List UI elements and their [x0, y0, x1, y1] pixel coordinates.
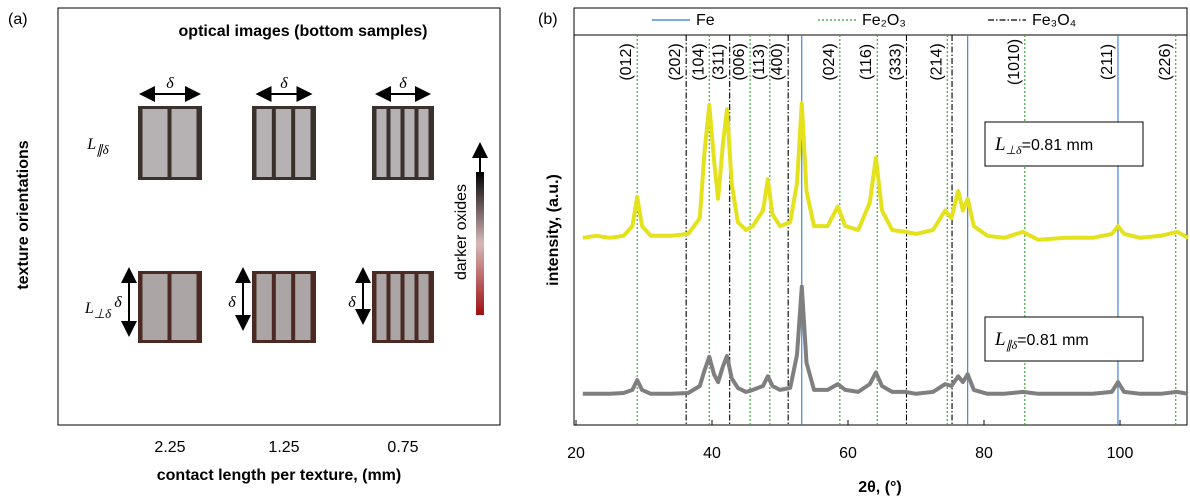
annotation-box	[984, 316, 1144, 362]
reference-label: (116)	[858, 44, 875, 80]
x-tick-label: 0.75	[387, 439, 418, 456]
y-axis-label: texture orientations	[15, 140, 32, 289]
row-subscript: ⊥δ	[94, 306, 112, 321]
panel-a: (a) optical images (bottom samples) textur…	[8, 11, 470, 484]
annotation-box	[984, 121, 1144, 167]
texture-stripe	[376, 274, 387, 340]
panel-label: (b)	[538, 11, 558, 28]
row-symbol: L	[86, 136, 96, 153]
x-tick-label: 1.25	[268, 439, 299, 456]
texture-stripe	[171, 109, 197, 177]
texture-stripe	[376, 109, 387, 177]
reference-label: (311)	[711, 44, 728, 80]
legend-label: Fe₂O₃	[862, 12, 906, 29]
texture-stripe	[142, 274, 168, 340]
panel-b-frame	[573, 7, 1188, 426]
annotation: L∥δ=0.81 mm	[994, 329, 1089, 352]
panel-b: (b) 2θ, (°) intensity, (a.u.) 20 40 60 80 100 Fe…	[538, 11, 1189, 496]
annotation-subscript: ∥δ	[1006, 338, 1018, 352]
reference-label: (113)	[751, 44, 768, 80]
reference-label: (006)	[731, 43, 748, 80]
delta-label: δ	[114, 294, 122, 311]
reference-label: (211)	[1099, 44, 1116, 80]
delta-label: δ	[280, 75, 288, 92]
reference-label: (202)	[667, 43, 684, 80]
reference-label: (333)	[887, 43, 904, 80]
delta-label: δ	[348, 294, 356, 311]
spectrum-line	[582, 101, 1189, 242]
panel-a-frame	[57, 7, 501, 426]
y-axis-label: intensity, (a.u.)	[545, 174, 562, 286]
x-tick-label: 40	[703, 445, 721, 462]
texture-stripe	[390, 274, 401, 340]
texture-stripe	[275, 109, 292, 177]
texture-stripe	[418, 274, 429, 340]
colorbar	[476, 172, 484, 315]
texture-stripe	[404, 274, 415, 340]
reference-label: (1010)	[1006, 39, 1023, 85]
reference-label: (214)	[928, 43, 945, 80]
delta-label: δ	[399, 75, 407, 92]
x-tick-label: 60	[839, 445, 857, 462]
colorbar-label: darker oxides	[453, 184, 470, 280]
x-axis-label: contact length per texture, (mm)	[157, 467, 401, 484]
panel-label: (a)	[8, 11, 28, 28]
texture-stripe	[256, 109, 272, 177]
reference-label: (226)	[1157, 43, 1174, 80]
annotation-symbol: L	[994, 329, 1006, 350]
row-symbol: L	[84, 300, 94, 317]
texture-stripe	[404, 109, 415, 177]
x-tick-label: 2.25	[154, 439, 185, 456]
panel-title: optical images (bottom samples)	[179, 23, 428, 40]
texture-stripe	[418, 109, 429, 177]
reference-label: (012)	[618, 43, 635, 80]
reference-label: (400)	[769, 43, 786, 80]
row-subscript: ∥δ	[96, 142, 110, 157]
row-label: L∥δ	[86, 136, 109, 157]
x-tick-label: 20	[567, 445, 585, 462]
delta-label: δ	[166, 75, 174, 92]
x-axis-label: 2θ, (°)	[858, 479, 902, 496]
texture-stripe	[275, 274, 292, 340]
texture-stripe	[171, 274, 197, 340]
legend-label: Fe₃O₄	[1032, 12, 1076, 29]
annotation: L⊥δ=0.81 mm	[994, 134, 1093, 157]
annotation-symbol: L	[994, 134, 1006, 155]
annotation-subscript: ⊥δ	[1006, 143, 1022, 157]
row-label: L⊥δ	[84, 300, 112, 321]
x-tick-label: 80	[975, 445, 993, 462]
delta-label: δ	[228, 294, 236, 311]
x-tick-label: 100	[1107, 445, 1134, 462]
texture-stripe	[390, 109, 401, 177]
annotation-text: =0.81 mm	[1022, 137, 1094, 154]
legend-label: Fe	[696, 12, 715, 29]
spectrum-line	[582, 284, 1189, 396]
texture-stripe	[256, 274, 272, 340]
annotation-text: =0.81 mm	[1017, 332, 1089, 349]
texture-stripe	[142, 109, 168, 177]
texture-stripe	[295, 109, 311, 177]
reference-label: (024)	[821, 43, 838, 80]
texture-stripe	[295, 274, 311, 340]
reference-label: (104)	[690, 43, 707, 80]
